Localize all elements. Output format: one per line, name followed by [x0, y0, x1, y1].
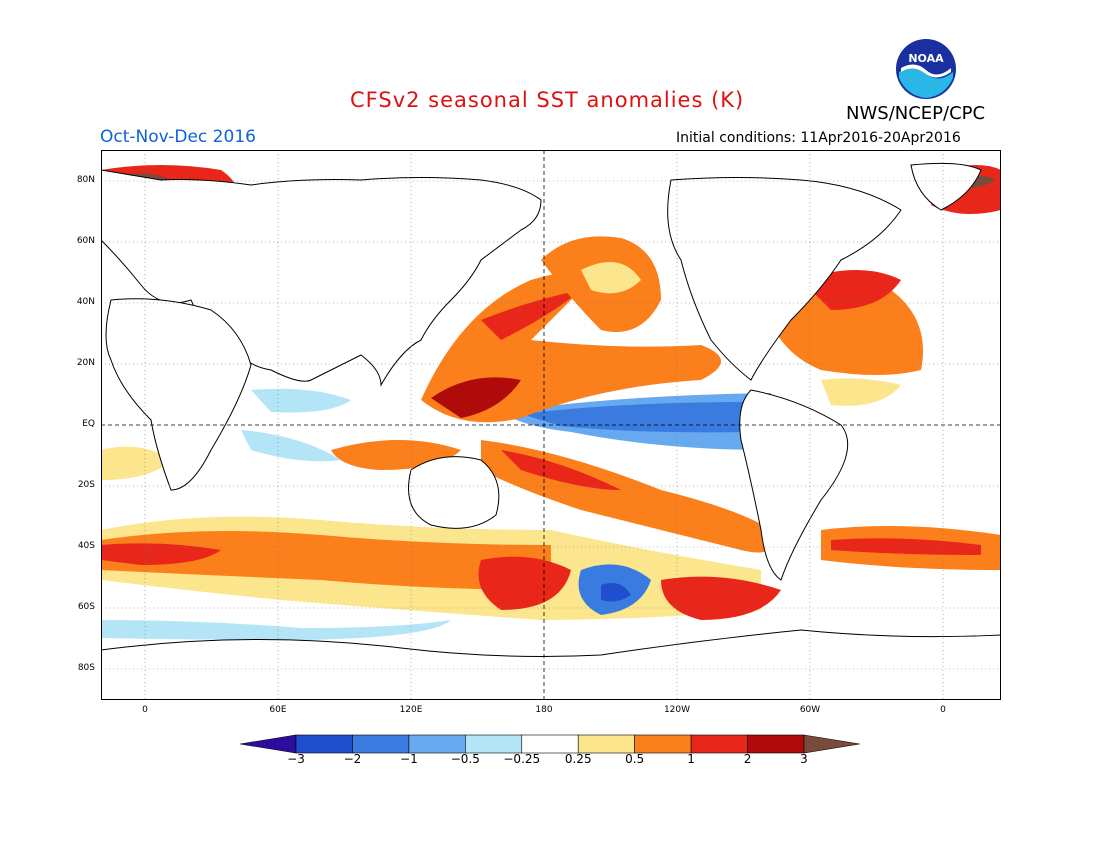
colorbar: [240, 734, 860, 754]
lon-label: 120W: [663, 705, 691, 715]
antarctic-cold-anomaly: [101, 620, 451, 640]
colorbar-label: 3: [800, 752, 808, 766]
noaa-logo-icon: NOAA: [896, 39, 956, 99]
south-america-landmass: [739, 389, 849, 581]
colorbar-segment: [690, 734, 748, 754]
lon-label: 180: [535, 705, 553, 715]
initial-conditions-label: Initial conditions: 11Apr2016-20Apr2016: [676, 130, 961, 146]
lon-label: 0: [142, 705, 148, 715]
colorbar-label: −1: [400, 752, 418, 766]
lon-label: 120E: [399, 705, 423, 715]
colorbar-segment: [295, 734, 353, 754]
lat-label: 60S: [77, 602, 95, 612]
colorbar-label: −2: [343, 752, 362, 766]
colorbar-segment: [803, 734, 860, 754]
colorbar-label: −3: [287, 752, 305, 766]
equator-dateline: [101, 150, 1001, 700]
colorbar-segment: [577, 734, 635, 754]
chart-title: CFSv2 seasonal SST anomalies (K): [350, 88, 745, 112]
west-pacific-warm-anomaly: [421, 269, 721, 423]
colorbar-label: 2: [743, 752, 752, 766]
indian-ocean-anomaly: [101, 388, 351, 480]
antarctica-landmass: [101, 629, 1001, 700]
southern-ocean-cold-anomaly: [578, 564, 651, 615]
colorbar-segment: [352, 734, 410, 754]
season-label: Oct-Nov-Dec 2016: [100, 127, 256, 147]
colorbar-label: 0.25: [564, 752, 592, 766]
lat-label: 60N: [76, 236, 95, 246]
lat-label: 40N: [76, 297, 95, 307]
colorbar-label: 1: [687, 752, 695, 766]
north-america-landmass: [667, 177, 902, 381]
colorbar-segment: [240, 734, 297, 754]
lon-label: 60E: [269, 705, 287, 715]
lat-label: 40S: [77, 541, 95, 551]
colorbar-segment: [521, 734, 579, 754]
lat-label: 80S: [77, 663, 95, 673]
svg-text:NOAA: NOAA: [908, 52, 944, 65]
colorbar-label: −0.5: [450, 752, 480, 766]
lat-label: 80N: [76, 175, 95, 185]
greenland-landmass: [910, 162, 982, 211]
lon-label: 60W: [799, 705, 821, 715]
colorbar-label: 0.5: [625, 752, 645, 766]
lat-label: 20N: [76, 358, 95, 368]
sst-anomaly-map: [101, 150, 1001, 700]
lat-label: EQ: [82, 419, 95, 429]
colorbar-label: −0.25: [503, 752, 541, 766]
lon-label: 0: [940, 705, 946, 715]
organization-label: NWS/NCEP/CPC: [846, 103, 986, 124]
north-pacific-warm-anomaly: [541, 236, 661, 332]
australia-landmass: [408, 456, 500, 529]
colorbar-segment: [408, 734, 466, 754]
south-pacific-warm-band: [331, 440, 773, 553]
lat-label: 20S: [77, 480, 95, 490]
colorbar-segment: [747, 734, 805, 754]
colorbar-segment: [634, 734, 692, 754]
africa-landmass: [105, 298, 252, 491]
colorbar-segment: [465, 734, 523, 754]
coastlines: [101, 162, 1001, 700]
